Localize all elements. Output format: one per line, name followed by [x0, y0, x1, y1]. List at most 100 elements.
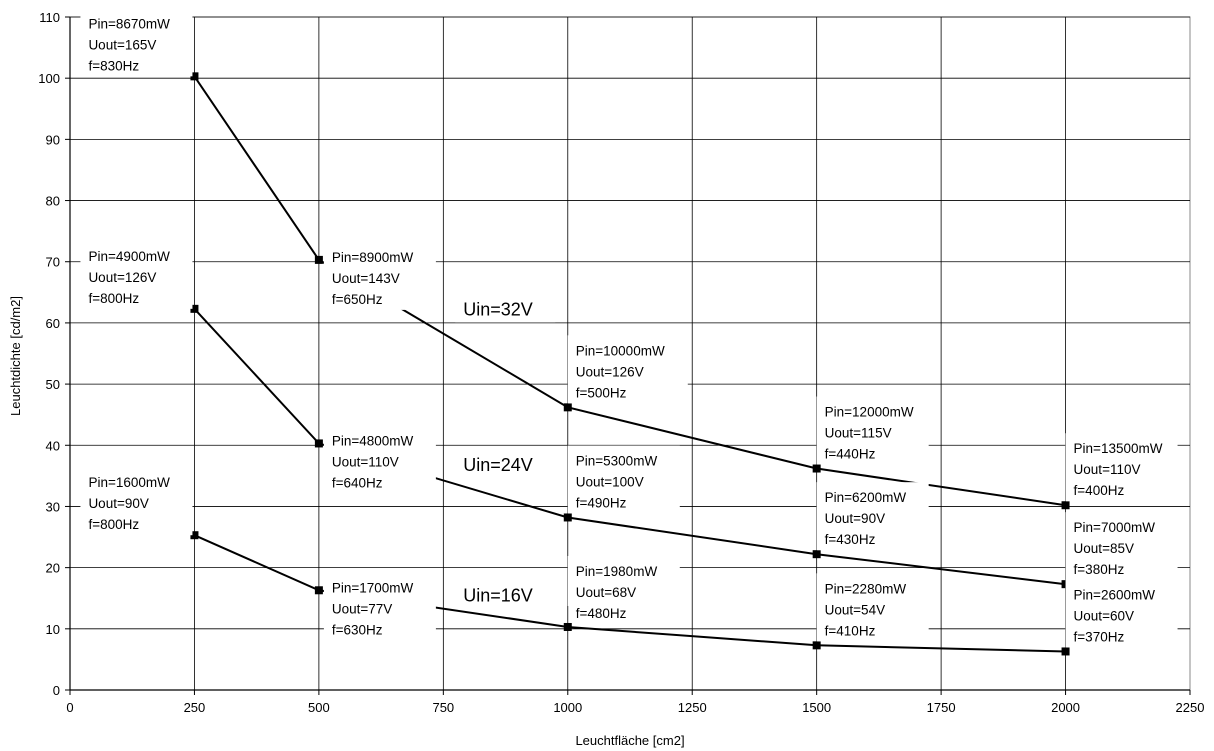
y-tick-label: 10 — [46, 622, 60, 637]
annotation-line: Uout=126V — [576, 364, 644, 379]
annotation-line: Pin=1980mW — [576, 564, 658, 579]
annotation-background — [323, 425, 436, 494]
annotation-line: Pin=4800mW — [332, 433, 414, 448]
annotation-line: f=440Hz — [825, 447, 876, 462]
annotation-line: Uout=126V — [88, 270, 156, 285]
annotation-line: Uout=68V — [576, 585, 636, 600]
data-point-marker — [812, 464, 821, 473]
point-annotation: Pin=8900mW Uout=143V f=650Hz — [323, 241, 436, 310]
x-axis-title: Leuchtfläche [cm2] — [575, 733, 684, 748]
y-tick-label: 80 — [46, 194, 60, 209]
annotation-background — [80, 240, 193, 309]
point-annotation: Pin=1700mW Uout=77V f=630Hz — [323, 572, 436, 641]
annotation-background — [567, 445, 680, 514]
annotation-line: Pin=1600mW — [88, 475, 170, 490]
annotation-line: Pin=2280mW — [825, 581, 907, 596]
series-label-background — [455, 451, 556, 478]
x-tick-label: 250 — [184, 700, 206, 715]
point-annotation: Pin=1980mW Uout=68V f=480Hz — [567, 555, 680, 621]
annotation-line: Uout=165V — [88, 37, 156, 52]
annotation-line: Uout=60V — [1074, 608, 1134, 623]
annotation-line: Pin=8900mW — [332, 250, 414, 265]
y-tick-label: 100 — [38, 71, 60, 86]
y-axis-title: Leuchtdichte [cd/m2] — [8, 296, 23, 416]
y-tick-label: 50 — [46, 377, 60, 392]
data-point-marker — [190, 304, 199, 313]
series-label-background — [455, 582, 556, 609]
data-point-marker — [190, 72, 199, 81]
y-tick-label: 60 — [46, 316, 60, 331]
annotation-line: Pin=1700mW — [332, 580, 414, 595]
annotation-line: f=800Hz — [88, 291, 139, 306]
series-label: Uin=32V — [463, 300, 533, 320]
annotation-line: Uout=110V — [332, 454, 399, 469]
annotation-line: f=480Hz — [576, 606, 627, 621]
annotation-line: Uout=110V — [1074, 462, 1141, 477]
point-annotation: Pin=1600mW Uout=90V f=800Hz — [80, 467, 193, 536]
data-point-marker — [1061, 647, 1070, 656]
annotation-line: f=380Hz — [1074, 562, 1125, 577]
data-point-marker — [812, 550, 821, 559]
point-annotation: Pin=2280mW Uout=54V f=410Hz — [816, 573, 929, 642]
annotation-line: f=430Hz — [825, 532, 876, 547]
axes: 0 10 20 30 40 50 60 70 80 90 100 110 0 250 500 750 1000 1… — [38, 10, 1204, 715]
annotation-background — [1065, 512, 1178, 581]
data-point-marker — [563, 513, 572, 522]
point-annotation: Pin=13500mW Uout=110V f=400Hz — [1065, 433, 1178, 502]
point-annotations: Pin=8670mW Uout=165V f=830Hz Pin=8900mW Uout… — [80, 8, 1178, 648]
annotation-line: Uout=115V — [825, 426, 892, 441]
annotation-line: f=650Hz — [332, 292, 383, 307]
annotation-background — [323, 241, 436, 310]
annotation-line: Pin=13500mW — [1074, 441, 1163, 456]
x-tick-label: 750 — [432, 700, 454, 715]
annotation-line: Pin=8670mW — [88, 16, 170, 31]
data-point-marker — [1061, 501, 1070, 510]
x-tick-label: 1250 — [678, 700, 707, 715]
y-tick-label: 110 — [39, 10, 60, 25]
annotation-line: Pin=5300mW — [576, 453, 658, 468]
x-tick-label: 2000 — [1051, 700, 1080, 715]
y-tick-label: 20 — [46, 561, 60, 576]
data-point-marker — [314, 439, 323, 448]
annotation-line: Pin=4900mW — [88, 249, 170, 264]
annotation-background — [567, 555, 680, 606]
annotation-line: Uout=85V — [1074, 541, 1134, 556]
annotation-background — [816, 396, 929, 465]
series-label: Uin=24V — [463, 455, 533, 475]
annotation-line: Pin=10000mW — [576, 343, 665, 358]
point-annotation: Pin=2600mW Uout=60V f=370Hz — [1065, 579, 1178, 648]
x-tick-label: 0 — [66, 700, 73, 715]
annotation-line: Uout=90V — [88, 496, 148, 511]
x-tick-label: 1000 — [553, 700, 582, 715]
y-tick-label: 30 — [46, 499, 60, 514]
data-point-marker — [563, 403, 572, 412]
annotation-line: Uout=54V — [825, 602, 885, 617]
data-point-marker — [812, 641, 821, 650]
series-label-background — [455, 296, 556, 323]
point-annotation: Pin=4800mW Uout=110V f=640Hz — [323, 425, 436, 494]
series-labels: Uin=32V Uin=24V Uin=16V — [455, 296, 556, 609]
annotation-line: Pin=12000mW — [825, 405, 914, 420]
annotation-line: f=400Hz — [1074, 483, 1125, 498]
series-label: Uin=16V — [463, 585, 533, 605]
x-tick-label: 500 — [308, 700, 330, 715]
x-tick-label: 2250 — [1176, 700, 1205, 715]
data-point-marker — [314, 255, 323, 264]
y-tick-label: 90 — [46, 132, 60, 147]
annotation-line: f=500Hz — [576, 385, 627, 400]
annotation-line: Uout=143V — [332, 271, 400, 286]
annotation-line: f=490Hz — [576, 495, 627, 510]
point-annotation: Pin=4900mW Uout=126V f=800Hz — [80, 240, 193, 309]
grid — [69, 16, 1191, 691]
annotation-line: f=630Hz — [332, 622, 383, 637]
annotation-line: f=640Hz — [332, 475, 383, 490]
annotation-line: Uout=90V — [825, 511, 885, 526]
data-point-marker — [190, 531, 199, 540]
annotation-line: Pin=7000mW — [1074, 520, 1156, 535]
annotation-line: f=830Hz — [88, 58, 139, 73]
annotation-background — [816, 573, 929, 642]
annotation-line: f=800Hz — [88, 517, 139, 532]
point-annotation: Pin=12000mW Uout=115V f=440Hz — [816, 396, 929, 465]
y-tick-label: 70 — [46, 255, 60, 270]
annotation-background — [1065, 579, 1178, 648]
